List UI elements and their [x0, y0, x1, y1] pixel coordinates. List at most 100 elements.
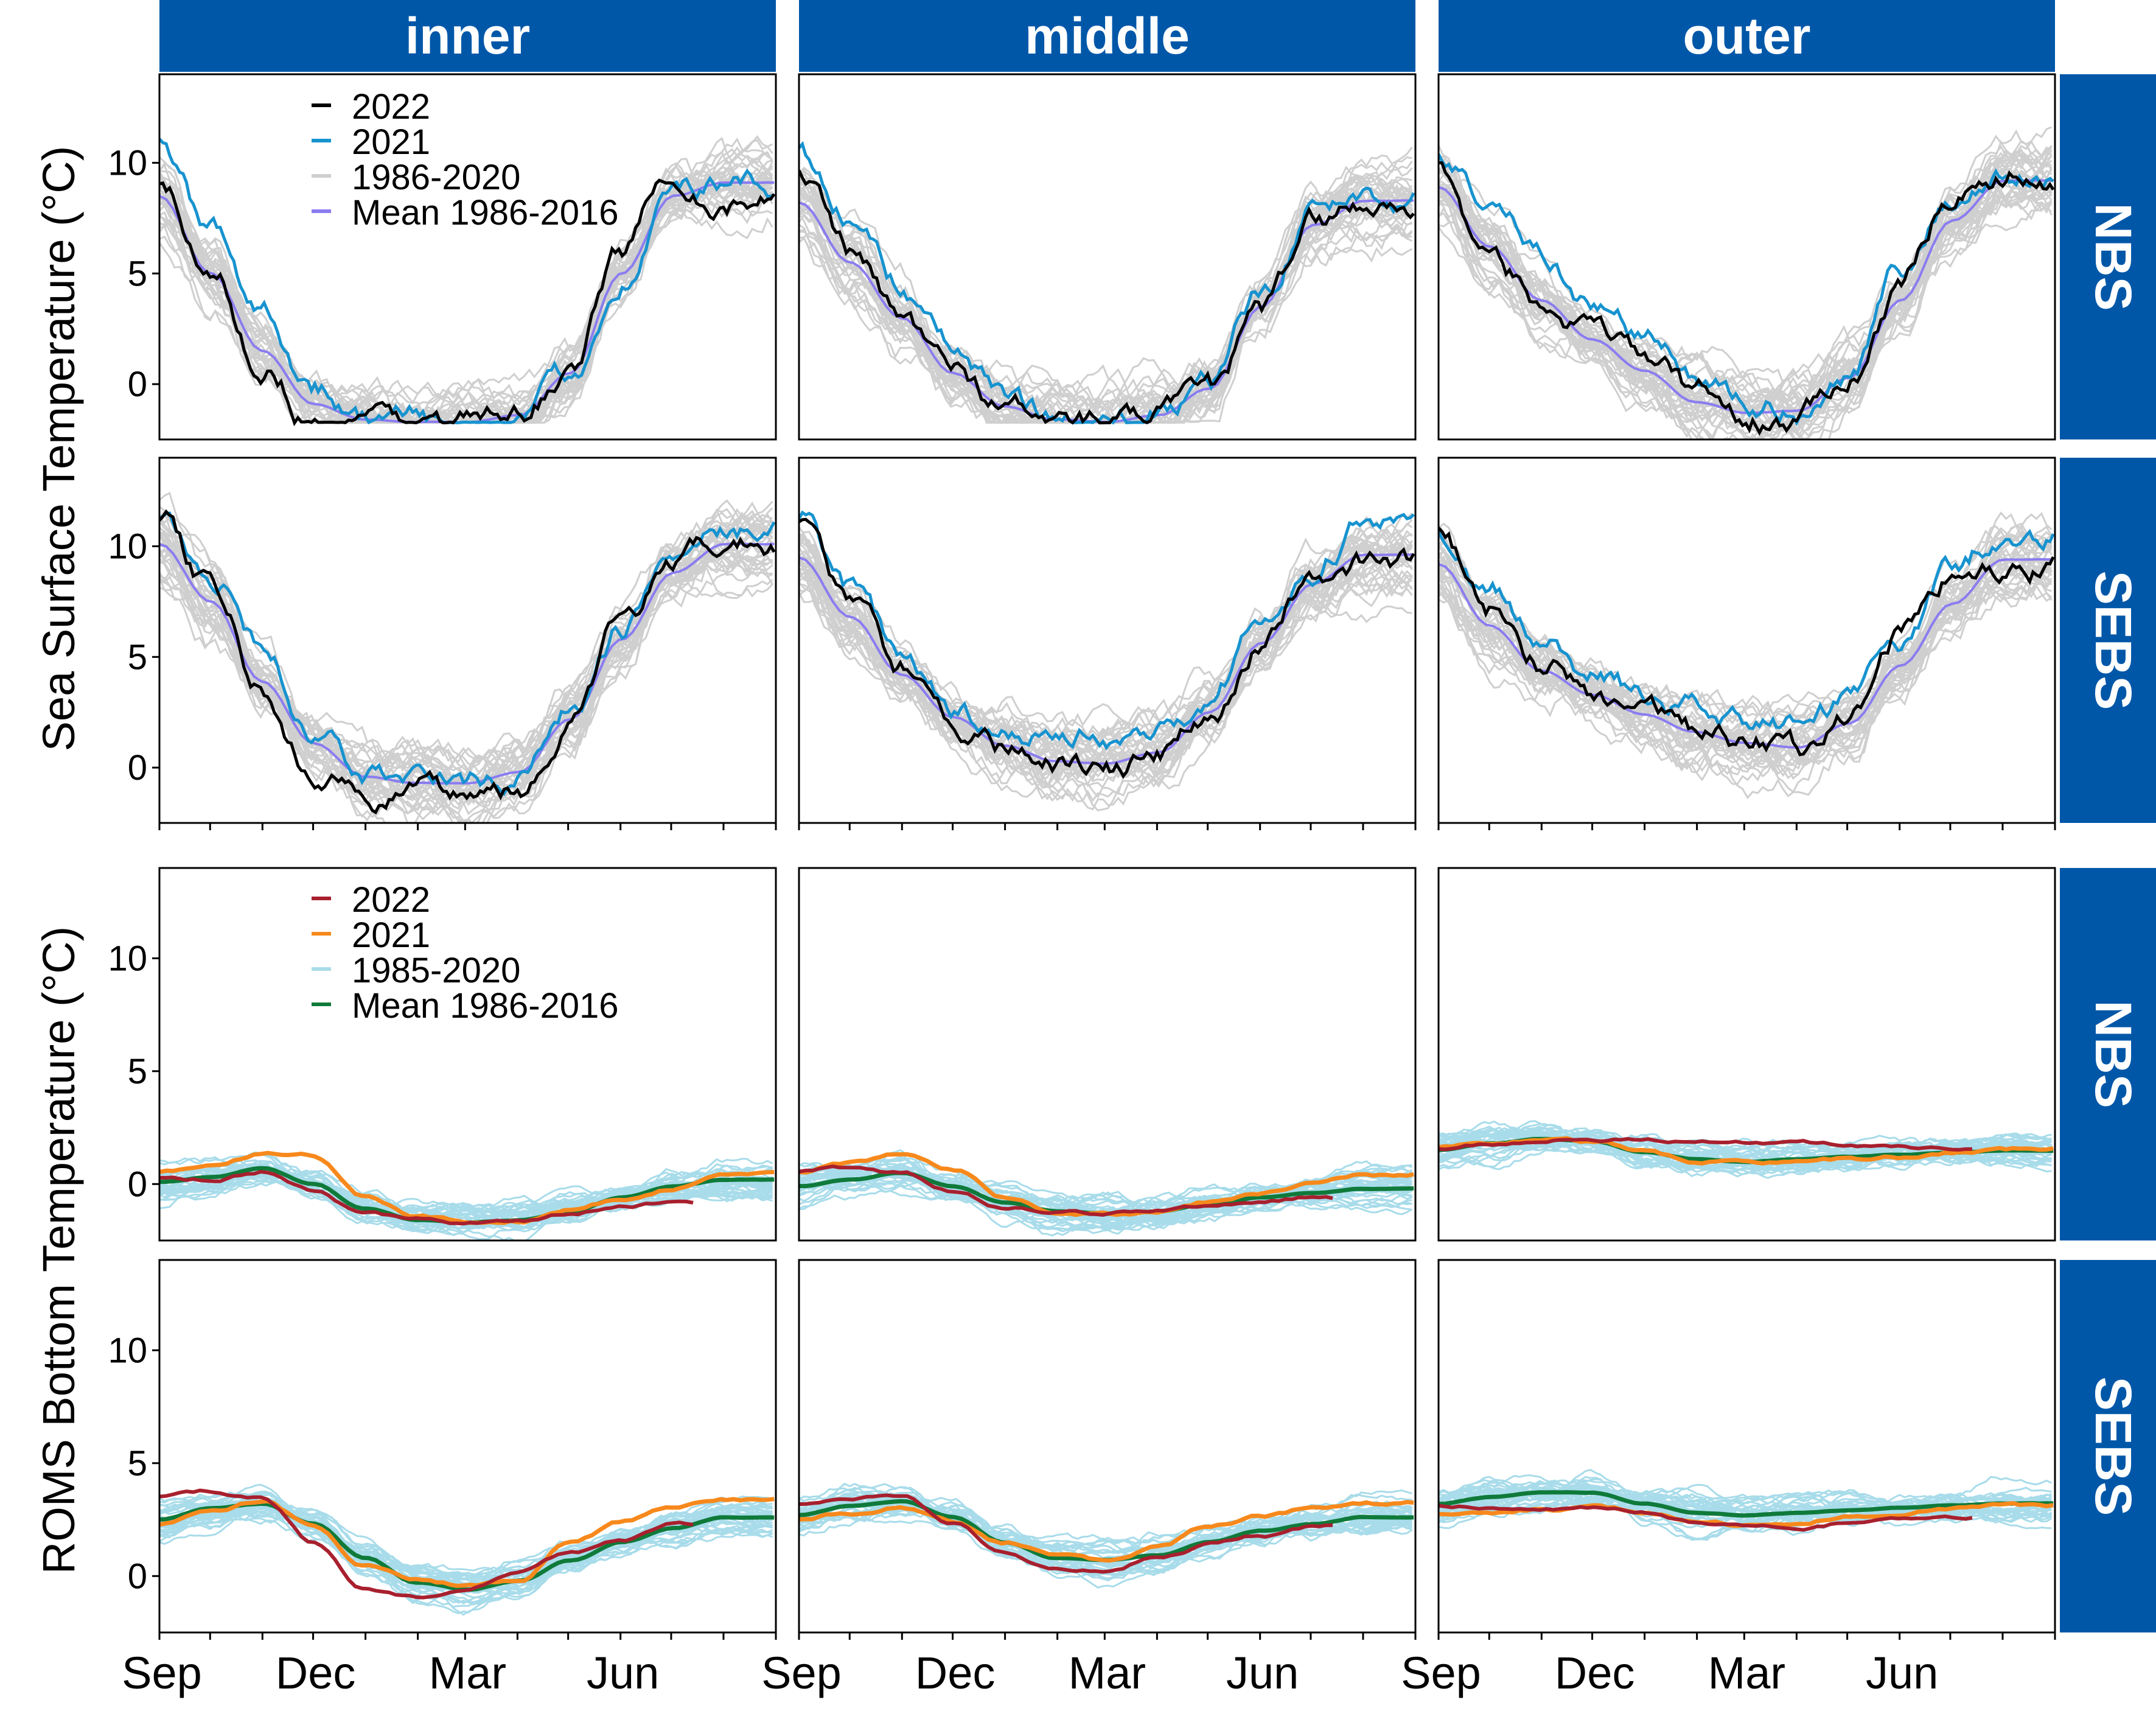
series-mean-line: [159, 542, 775, 785]
y-tick-label: 0: [128, 1556, 147, 1596]
historical-year-line: [1439, 572, 2053, 739]
series-2021-line: [159, 511, 776, 796]
panel-lines: [1439, 511, 2055, 800]
historical-year-line: [1439, 587, 2053, 735]
historical-year-line: [159, 525, 773, 800]
series-2021-line: [159, 138, 775, 425]
historical-year-line: [1439, 169, 2053, 415]
historical-year-line: [159, 1177, 773, 1219]
historical-year-line: [1439, 1133, 2052, 1170]
panel-bt-nbs-outer: [1437, 867, 2056, 1242]
historical-year-line: [799, 544, 1412, 774]
panel-border: [158, 1259, 777, 1634]
series-2021-line: [159, 1497, 775, 1588]
panel-background: [799, 1260, 1415, 1632]
panel-border: [158, 457, 777, 824]
x-tick-label: Sep: [761, 1648, 842, 1698]
column-strip-inner: inner: [159, 0, 776, 72]
historical-year-line: [799, 537, 1413, 774]
historical-year-line: [159, 563, 773, 766]
panel-border: [798, 73, 1417, 441]
panel-sst-sebs-inner: 0 5 10: [108, 457, 777, 824]
series-2021-line: [799, 510, 1415, 751]
panel-border: [798, 457, 1417, 824]
y-tick-label: 5: [128, 1444, 147, 1483]
y-tick-label: 5: [128, 637, 147, 677]
series-2022-line: [799, 1493, 1333, 1574]
historical-year-line: [1439, 1120, 2052, 1172]
historical-year-line: [799, 1163, 1413, 1222]
legend-label: 2021: [352, 122, 430, 162]
panel-lines: [1439, 1469, 2054, 1541]
panel-lines: [799, 1483, 1414, 1589]
historical-year-line: [159, 535, 773, 794]
row-strip-0: NBS: [2060, 74, 2156, 439]
row-strip-2: NBS: [2060, 868, 2156, 1240]
historical-year-line: [159, 1502, 773, 1604]
y-tick-label: 0: [128, 748, 147, 788]
x-tick-label: Dec: [915, 1648, 996, 1698]
column-strip-middle: middle: [799, 0, 1415, 72]
panel-sst-sebs-outer: [1437, 457, 2056, 824]
panel-bt-nbs-inner: 0 5 10: [108, 867, 777, 1242]
historical-year-line: [1439, 179, 2053, 421]
row-strip-bg: [2060, 458, 2156, 823]
series-2021-line: [799, 1500, 1414, 1563]
historical-year-line: [159, 500, 773, 805]
series-2022-line: [1439, 1503, 1973, 1532]
historical-year-line: [159, 1160, 773, 1223]
panel-border: [158, 867, 777, 1242]
panel-border: [1437, 867, 2056, 1242]
y-tick-label: 0: [128, 365, 147, 404]
series-2022-line: [799, 517, 1415, 779]
historical-year-line: [159, 1504, 773, 1584]
series-2022-line: [159, 178, 776, 427]
series-2022-line: [159, 1488, 694, 1600]
historical-year-line: [799, 213, 1412, 422]
series-2021-line: [799, 141, 1415, 425]
panel-lines: [799, 1149, 1414, 1237]
y-tick-label: 10: [108, 939, 147, 978]
y-axis-title-bottom-temp: ROMS Bottom Temperature (°C): [33, 926, 84, 1575]
row-strip-label: NBS: [2085, 203, 2142, 310]
historical-year-line: [159, 186, 773, 424]
legend-label: Mean 1986-2016: [352, 193, 619, 233]
historical-year-line: [1439, 1496, 2052, 1520]
row-strip-label: SEBS: [2085, 1377, 2142, 1516]
panel-lines: [159, 135, 776, 427]
row-strip-3: SEBS: [2060, 1260, 2156, 1632]
column-strip-label: middle: [1025, 7, 1190, 65]
historical-year-line: [159, 178, 773, 424]
panel-border: [798, 1259, 1417, 1634]
panel-lines: [159, 1150, 775, 1240]
panel-bt-sebs-inner: 0 5 10: [108, 1259, 777, 1634]
historical-year-line: [1439, 1475, 2053, 1540]
series-2022-line: [799, 169, 1415, 425]
series-2021-line: [1439, 528, 2055, 730]
row-strip-label: NBS: [2085, 1000, 2142, 1108]
historical-year-line: [799, 221, 1413, 412]
column-strip-outer: outer: [1439, 0, 2055, 72]
panel-lines: [799, 141, 1415, 425]
row-strip-bg: [2060, 868, 2156, 1240]
row-strip-label: SEBS: [2085, 571, 2142, 710]
historical-year-line: [1439, 569, 2053, 722]
x-tick-label: Mar: [1069, 1648, 1146, 1698]
panel-border: [798, 867, 1417, 1242]
panel-border: [1437, 1259, 2056, 1634]
legend-label: 1986-2020: [352, 158, 520, 197]
series-2022-line: [159, 1169, 694, 1226]
panel-lines: [159, 492, 776, 823]
panel-border: [1437, 457, 2056, 824]
legend-label: 1985-2020: [352, 951, 520, 990]
y-tick-label: 10: [108, 1331, 147, 1370]
series-mean-line: [1439, 179, 2054, 415]
historical-year-line: [799, 1158, 1413, 1225]
panel-lines: [799, 510, 1415, 812]
legend-label: 2022: [352, 87, 430, 127]
series-2022-line: [1439, 1136, 1973, 1152]
x-tick-label: Jun: [587, 1648, 659, 1698]
historical-year-line: [799, 545, 1412, 744]
